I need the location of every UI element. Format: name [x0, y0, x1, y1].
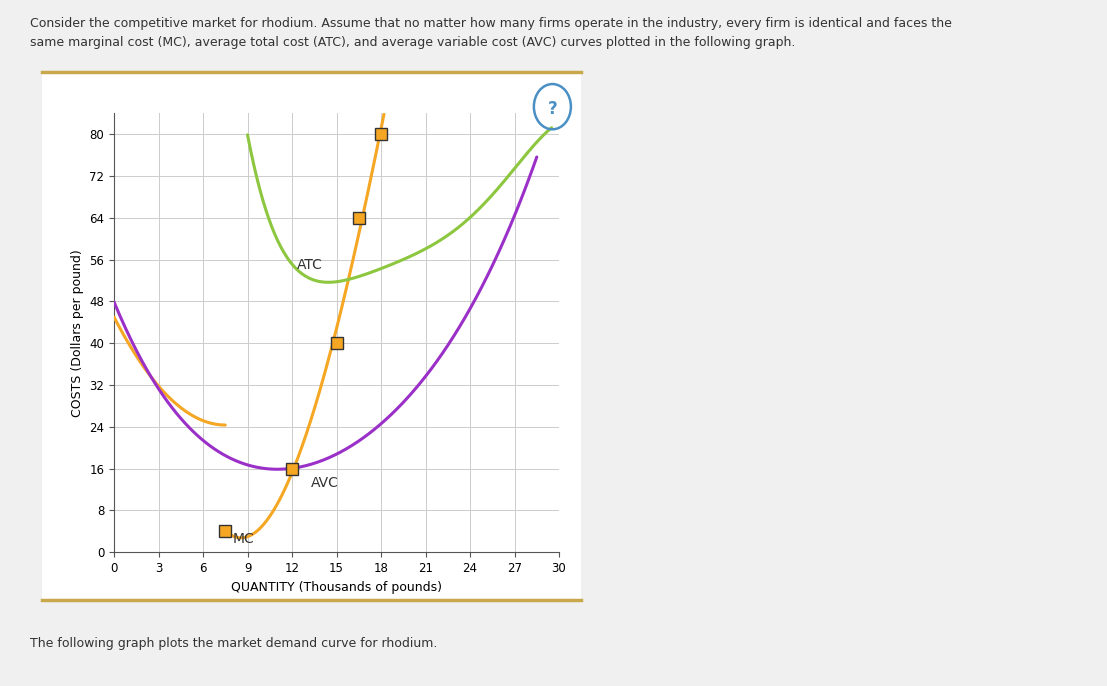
Text: ATC: ATC: [297, 258, 322, 272]
X-axis label: QUANTITY (Thousands of pounds): QUANTITY (Thousands of pounds): [231, 580, 442, 593]
Text: MC: MC: [232, 532, 255, 546]
Y-axis label: COSTS (Dollars per pound): COSTS (Dollars per pound): [71, 249, 84, 416]
Text: AVC: AVC: [311, 477, 339, 490]
Text: Consider the competitive market for rhodium. Assume that no matter how many firm: Consider the competitive market for rhod…: [30, 17, 952, 30]
Text: The following graph plots the market demand curve for rhodium.: The following graph plots the market dem…: [30, 637, 437, 650]
Text: ?: ?: [548, 99, 557, 118]
Text: same marginal cost (MC), average total cost (ATC), and average variable cost (AV: same marginal cost (MC), average total c…: [30, 36, 795, 49]
